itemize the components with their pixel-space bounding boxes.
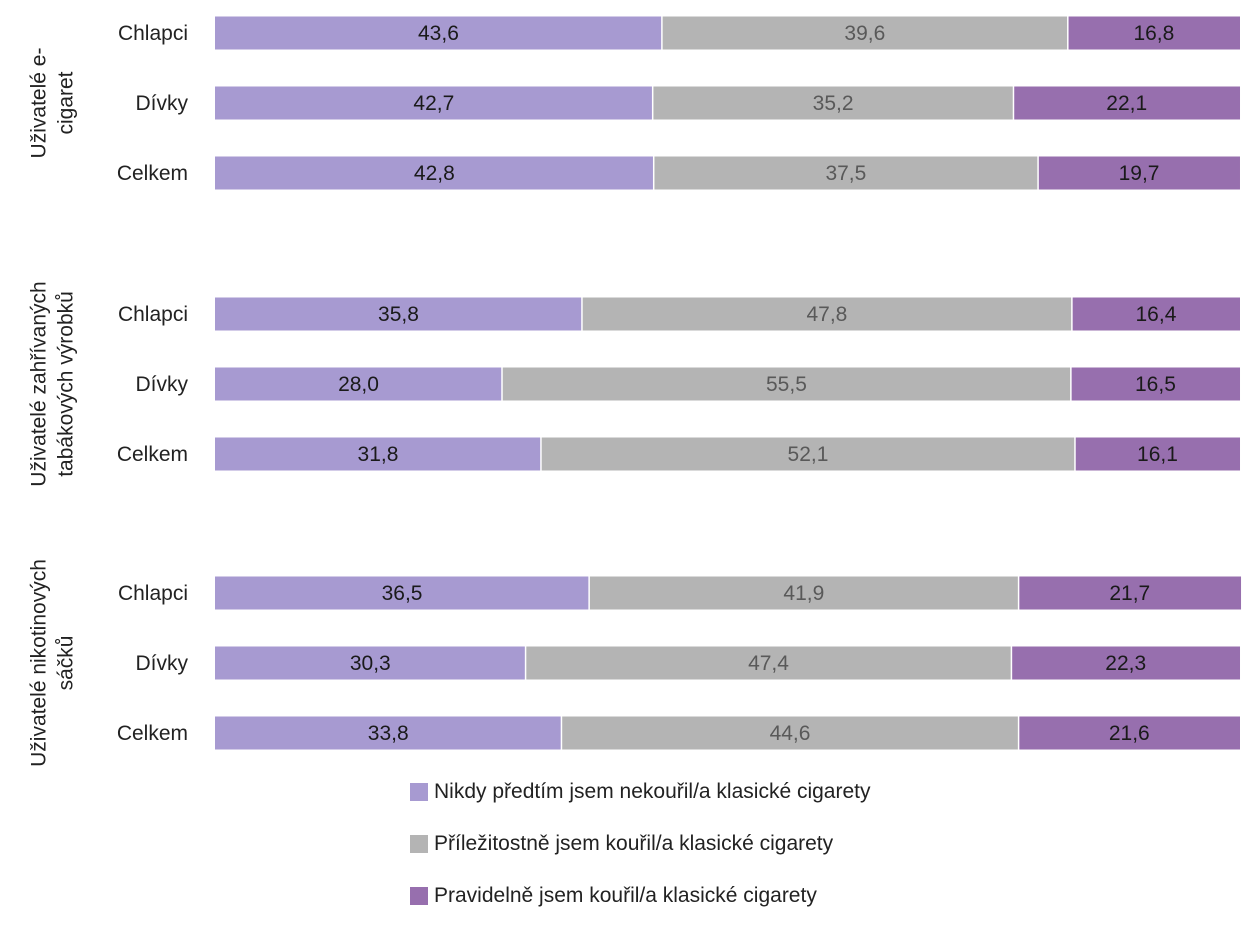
data-label-occasional-uzivatele-zahrivanych-tabakovych-vyrobku-divky: 55,5 <box>766 373 807 396</box>
row-label-uzivatele-e-cigaret-divky: Dívky <box>136 92 189 115</box>
data-label-never-uzivatele-nikotinovych-sacku-celkem: 33,8 <box>368 722 409 745</box>
bar-segment-occasional-uzivatele-nikotinovych-sacku-chlapci <box>589 576 1019 610</box>
data-label-regular-uzivatele-zahrivanych-tabakovych-vyrobku-chlapci: 16,4 <box>1136 303 1177 326</box>
data-label-never-uzivatele-zahrivanych-tabakovych-vyrobku-divky: 28,0 <box>338 373 379 396</box>
bar-segment-never-uzivatele-e-cigaret-chlapci <box>215 16 662 50</box>
row-label-uzivatele-nikotinovych-sacku-chlapci: Chlapci <box>118 582 188 605</box>
legend-swatch-regular <box>410 887 428 905</box>
bar-segment-occasional-uzivatele-e-cigaret-chlapci <box>661 16 1068 50</box>
bar-segment-regular-uzivatele-e-cigaret-chlapci <box>1067 16 1240 50</box>
legend-label-never: Nikdy předtím jsem nekouřil/a klasické c… <box>434 780 871 803</box>
data-label-never-uzivatele-nikotinovych-sacku-chlapci: 36,5 <box>382 582 423 605</box>
data-label-occasional-uzivatele-nikotinovych-sacku-chlapci: 41,9 <box>783 582 824 605</box>
data-label-regular-uzivatele-zahrivanych-tabakovych-vyrobku-divky: 16,5 <box>1135 373 1176 396</box>
data-label-occasional-uzivatele-e-cigaret-celkem: 37,5 <box>825 162 866 185</box>
data-label-never-uzivatele-zahrivanych-tabakovych-vyrobku-celkem: 31,8 <box>358 443 399 466</box>
data-label-occasional-uzivatele-zahrivanych-tabakovych-vyrobku-celkem: 52,1 <box>788 443 829 466</box>
row-label-uzivatele-nikotinovych-sacku-celkem: Celkem <box>117 722 188 745</box>
legend-swatch-occasional <box>410 835 428 853</box>
bar-segment-occasional-uzivatele-nikotinovych-sacku-celkem <box>561 716 1019 750</box>
row-label-uzivatele-nikotinovych-sacku-divky: Dívky <box>136 652 189 675</box>
legend-item-regular: Pravidelně jsem kouřil/a klasické cigare… <box>410 882 871 910</box>
legend-label-regular: Pravidelně jsem kouřil/a klasické cigare… <box>434 884 817 907</box>
legend-item-never: Nikdy předtím jsem nekouřil/a klasické c… <box>410 778 871 806</box>
data-label-never-uzivatele-e-cigaret-celkem: 42,8 <box>414 162 455 185</box>
bar-segment-never-uzivatele-zahrivanych-tabakovych-vyrobku-celkem <box>215 437 541 471</box>
legend: Nikdy předtím jsem nekouřil/a klasické c… <box>410 778 871 934</box>
data-label-never-uzivatele-e-cigaret-chlapci: 43,6 <box>418 22 459 45</box>
bar-segment-occasional-uzivatele-zahrivanych-tabakovych-vyrobku-chlapci <box>581 297 1072 331</box>
bar-segment-occasional-uzivatele-e-cigaret-celkem <box>653 156 1039 190</box>
data-label-occasional-uzivatele-e-cigaret-chlapci: 39,6 <box>844 22 885 45</box>
data-label-occasional-uzivatele-zahrivanych-tabakovych-vyrobku-chlapci: 47,8 <box>806 303 847 326</box>
bar-segment-regular-uzivatele-nikotinovych-sacku-divky <box>1011 646 1241 680</box>
bar-segment-never-uzivatele-nikotinovych-sacku-chlapci <box>215 576 590 610</box>
bar-segment-regular-uzivatele-zahrivanych-tabakovych-vyrobku-celkem <box>1074 437 1241 471</box>
bar-segment-occasional-uzivatele-zahrivanych-tabakovych-vyrobku-divky <box>502 367 1071 401</box>
bar-segment-occasional-uzivatele-e-cigaret-divky <box>652 86 1014 120</box>
data-label-occasional-uzivatele-e-cigaret-divky: 35,2 <box>813 92 854 115</box>
bar-segment-regular-uzivatele-e-cigaret-divky <box>1013 86 1241 120</box>
bar-segment-occasional-uzivatele-zahrivanych-tabakovych-vyrobku-celkem <box>540 437 1075 471</box>
bar-segment-regular-uzivatele-zahrivanych-tabakovych-vyrobku-divky <box>1070 367 1241 401</box>
legend-label-occasional: Příležitostně jsem kouřil/a klasické cig… <box>434 832 834 855</box>
bar-segment-regular-uzivatele-zahrivanych-tabakovych-vyrobku-chlapci <box>1071 297 1240 331</box>
data-label-regular-uzivatele-zahrivanych-tabakovych-vyrobku-celkem: 16,1 <box>1137 443 1178 466</box>
data-label-never-uzivatele-e-cigaret-divky: 42,7 <box>413 92 454 115</box>
bar-segment-never-uzivatele-nikotinovych-sacku-celkem <box>215 716 562 750</box>
data-label-regular-uzivatele-nikotinovych-sacku-celkem: 21,6 <box>1109 722 1150 745</box>
bar-segment-regular-uzivatele-e-cigaret-celkem <box>1038 156 1240 190</box>
row-label-uzivatele-zahrivanych-tabakovych-vyrobku-celkem: Celkem <box>117 443 188 466</box>
bar-segment-regular-uzivatele-nikotinovych-sacku-chlapci <box>1018 576 1242 610</box>
data-label-regular-uzivatele-e-cigaret-divky: 22,1 <box>1106 92 1147 115</box>
bar-segment-never-uzivatele-zahrivanych-tabakovych-vyrobku-divky <box>215 367 502 401</box>
bar-segment-never-uzivatele-nikotinovych-sacku-divky <box>215 646 526 680</box>
data-label-occasional-uzivatele-nikotinovych-sacku-divky: 47,4 <box>748 652 789 675</box>
bar-segment-never-uzivatele-e-cigaret-celkem <box>215 156 654 190</box>
bar-segment-regular-uzivatele-nikotinovych-sacku-celkem <box>1018 716 1240 750</box>
stacked-bar-chart: Uživatelé e-cigaret Chlapci 43,6 39,6 16,8 Dí… <box>28 16 1242 767</box>
row-label-uzivatele-zahrivanych-tabakovych-vyrobku-chlapci: Chlapci <box>118 303 188 326</box>
group-label-uzivatele-zahrivanych-tabakovych-vyrobku: Uživatelé zahřívaných tabákových výrobků <box>28 281 78 486</box>
bar-segment-never-uzivatele-e-cigaret-divky <box>215 86 653 120</box>
group-label-uzivatele-e-cigaret: Uživatelé e-cigaret <box>28 48 78 159</box>
data-label-never-uzivatele-zahrivanych-tabakovych-vyrobku-chlapci: 35,8 <box>378 303 419 326</box>
data-label-occasional-uzivatele-nikotinovych-sacku-celkem: 44,6 <box>770 722 811 745</box>
row-label-uzivatele-zahrivanych-tabakovych-vyrobku-divky: Dívky <box>136 373 189 396</box>
row-label-uzivatele-e-cigaret-celkem: Celkem <box>117 162 188 185</box>
data-label-regular-uzivatele-nikotinovych-sacku-divky: 22,3 <box>1105 652 1146 675</box>
bar-segment-never-uzivatele-zahrivanych-tabakovych-vyrobku-chlapci <box>215 297 582 331</box>
data-label-regular-uzivatele-nikotinovych-sacku-chlapci: 21,7 <box>1109 582 1150 605</box>
data-label-never-uzivatele-nikotinovych-sacku-divky: 30,3 <box>350 652 391 675</box>
legend-item-occasional: Příležitostně jsem kouřil/a klasické cig… <box>410 830 871 858</box>
bar-segment-occasional-uzivatele-nikotinovych-sacku-divky <box>525 646 1012 680</box>
row-label-uzivatele-e-cigaret-chlapci: Chlapci <box>118 22 188 45</box>
data-label-regular-uzivatele-e-cigaret-celkem: 19,7 <box>1119 162 1160 185</box>
group-label-uzivatele-nikotinovych-sacku: Uživatelé nikotinových sáčků <box>28 559 78 767</box>
data-label-regular-uzivatele-e-cigaret-chlapci: 16,8 <box>1133 22 1174 45</box>
legend-swatch-never <box>410 783 428 801</box>
